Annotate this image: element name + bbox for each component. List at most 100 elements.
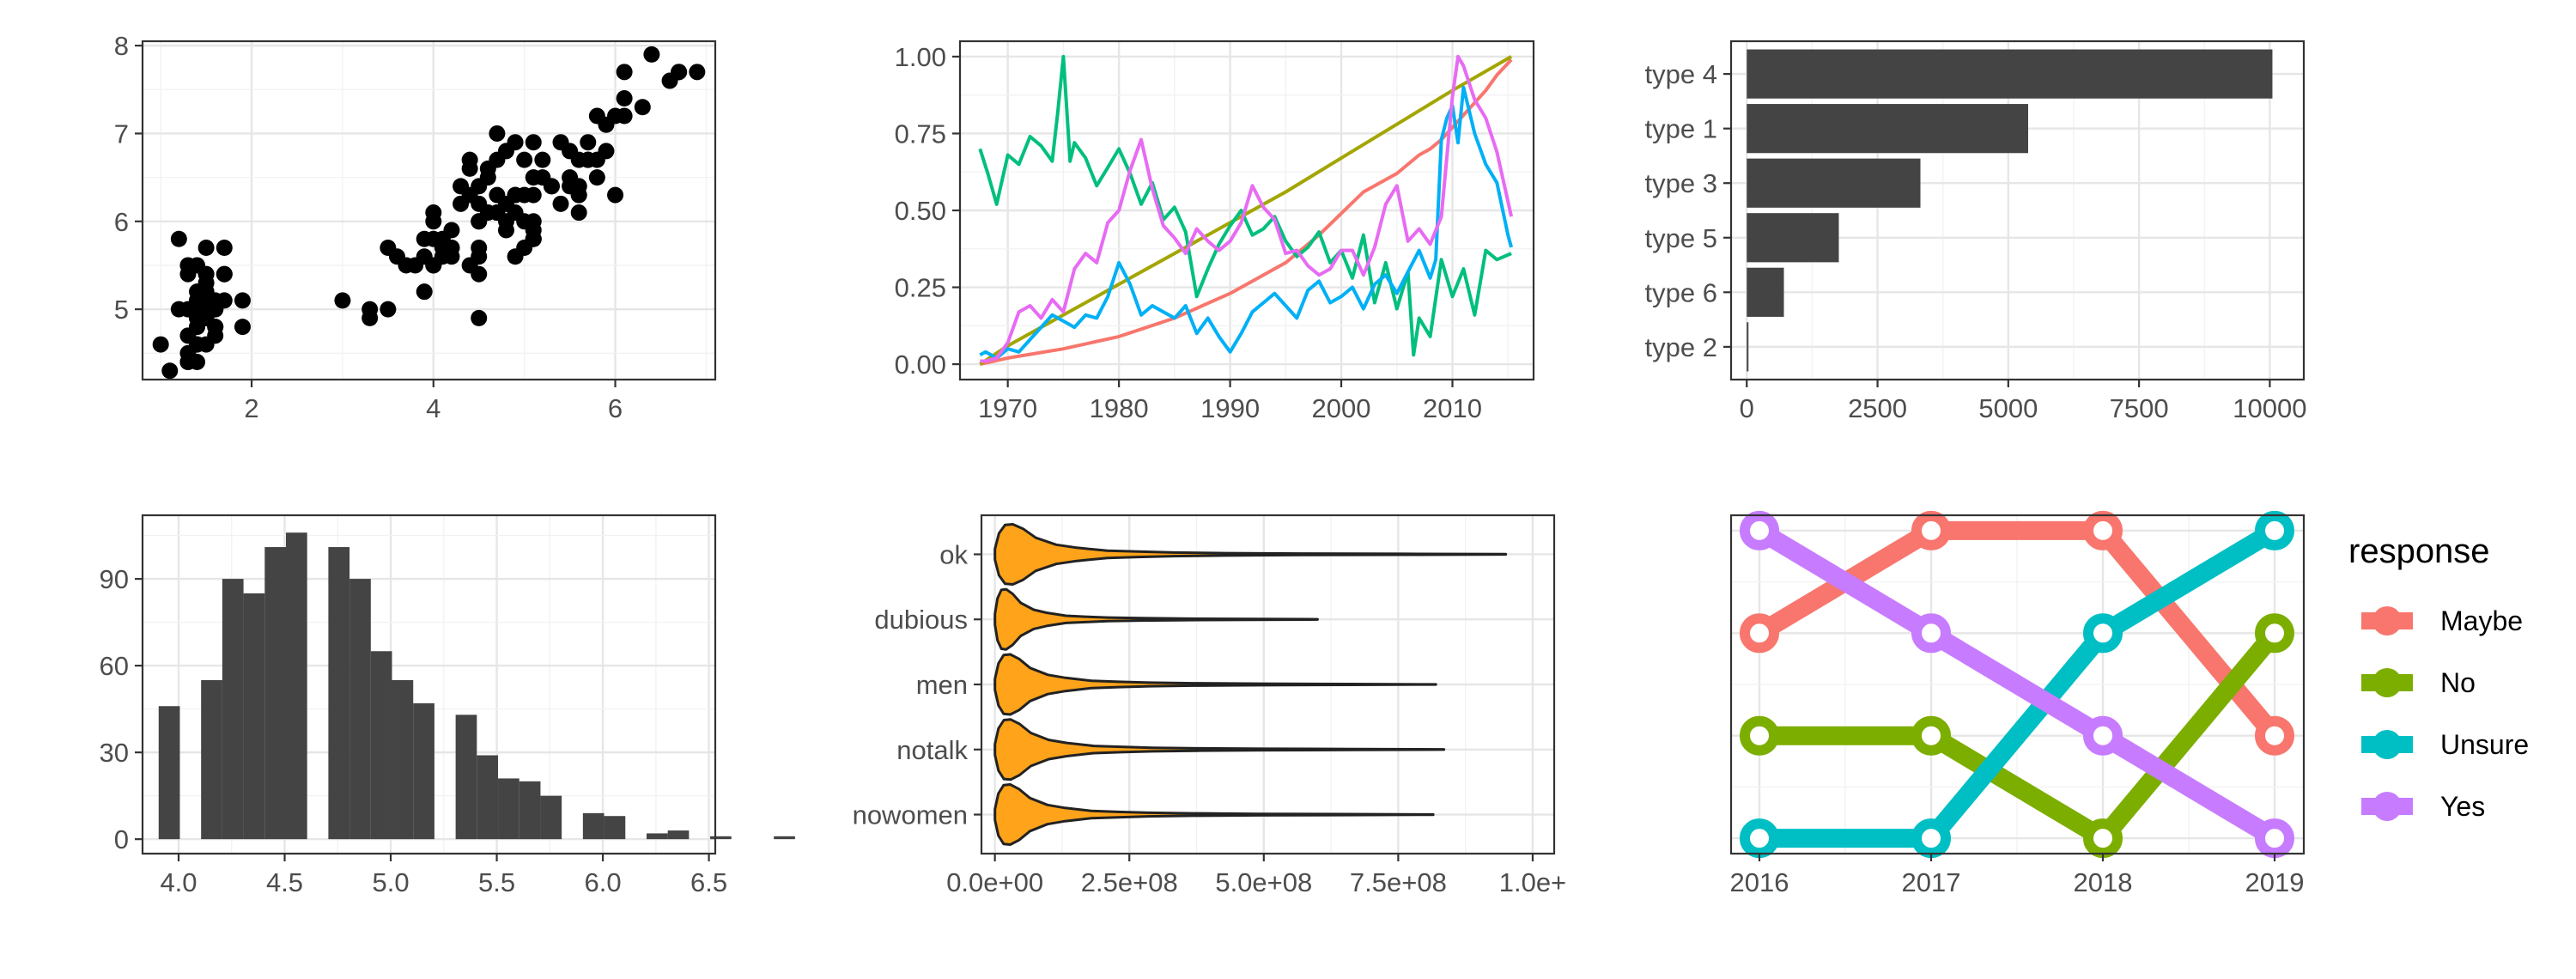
- bar: [1747, 104, 2028, 154]
- legend: response Maybe No Unsure Yes: [2348, 532, 2529, 822]
- x-tick-label: 2019: [2245, 867, 2305, 897]
- bump-point-no: [1740, 715, 1779, 756]
- scatter-point: [461, 160, 478, 177]
- scatter-point: [189, 301, 206, 318]
- legend-label: Maybe: [2440, 605, 2523, 636]
- scatter-point: [689, 64, 706, 81]
- bump-line-no: [1759, 627, 2282, 848]
- histogram-bar: [477, 755, 499, 840]
- scatter-point: [425, 204, 442, 222]
- bump-chart-panel: 2016 2017 2018 2019: [1730, 510, 2306, 897]
- x-tick-label: 2500: [1848, 393, 1907, 423]
- scatter-panel: 2 4 6 5 6 7 8: [114, 31, 717, 423]
- bump-point-unsure: [1740, 818, 1779, 859]
- x-tick-label: 2: [244, 393, 258, 423]
- bump-point-unsure: [2255, 510, 2294, 550]
- scatter-point: [570, 204, 587, 222]
- x-tick-label: 1970: [978, 393, 1037, 423]
- histogram-bar: [392, 679, 414, 840]
- violin-notalk: [993, 718, 1446, 781]
- category-label: nowomen: [853, 800, 968, 830]
- bump-point-yes: [1911, 613, 1951, 654]
- x-tick-label: 5000: [1978, 393, 2038, 423]
- x-tick-label: 2.5e+08: [1081, 867, 1178, 897]
- bump-point-yes: [1740, 510, 1779, 550]
- scatter-point: [552, 195, 569, 212]
- panel-border: [141, 514, 717, 855]
- histogram-bar: [646, 833, 668, 840]
- x-tick-label: 0: [1740, 393, 1754, 423]
- x-tick-label: 6.0: [585, 867, 622, 897]
- scatter-point: [534, 151, 551, 168]
- legend-key-point: [2372, 792, 2402, 821]
- x-tick-label: 2010: [1423, 393, 1482, 423]
- legend-label: Yes: [2440, 791, 2485, 822]
- scatter-point: [380, 301, 397, 318]
- y-tick-label: 6: [114, 207, 129, 237]
- histogram-bar: [582, 812, 605, 840]
- y-tick-label: 8: [114, 31, 129, 61]
- y-tick-label: 0.75: [895, 119, 946, 149]
- histogram-bar: [243, 593, 265, 840]
- scatter-point: [580, 151, 597, 168]
- bump-point-maybe: [2255, 715, 2294, 756]
- scatter-point: [497, 213, 514, 230]
- bump-point-no: [1911, 715, 1951, 756]
- y-tick-label: 0: [114, 824, 129, 854]
- scatter-point: [361, 301, 379, 318]
- scatter-point: [416, 283, 433, 301]
- scatter-point: [516, 151, 533, 168]
- histogram-bar: [498, 778, 519, 840]
- histogram-bar: [370, 651, 392, 840]
- horizontal-bar-panel: type 4 type 1 type 3 type 5 type 6 type 2 0 250…: [1645, 40, 2307, 423]
- scatter-point: [197, 239, 215, 256]
- histogram-bar: [201, 679, 222, 840]
- x-tick-label: 6: [608, 393, 623, 423]
- histogram-bar: [519, 781, 541, 840]
- histogram-bar: [604, 816, 626, 840]
- scatter-point: [562, 178, 579, 195]
- scatter-point: [216, 265, 233, 283]
- histogram-bar: [264, 547, 286, 840]
- violin-panel: ok dubious men notalk nowomen 0.0e+00 2.5e+08 5…: [853, 514, 1566, 897]
- bump-line-yes: [1754, 522, 2280, 847]
- scatter-point: [598, 143, 615, 160]
- bar: [1747, 322, 1749, 372]
- legend-key-point: [2372, 668, 2402, 697]
- x-tick-label: 2000: [1312, 393, 1371, 423]
- legend-key-point: [2372, 730, 2402, 759]
- scatter-point: [234, 319, 251, 336]
- x-tick-label: 6.5: [690, 867, 727, 897]
- violin-ok: [993, 523, 1508, 586]
- scatter-point: [671, 64, 688, 81]
- histogram-bar: [540, 795, 562, 840]
- bar: [1747, 158, 1921, 208]
- panel-border: [1729, 40, 2306, 381]
- scatter-point: [179, 354, 197, 371]
- violin-men: [993, 653, 1437, 716]
- scatter-point: [616, 64, 633, 81]
- series-line-1: [979, 58, 1513, 367]
- scatter-point: [453, 195, 470, 212]
- legend-label: Unsure: [2440, 729, 2529, 760]
- scatter-point: [471, 309, 488, 326]
- scatter-point: [152, 336, 169, 353]
- legend-title: response: [2348, 532, 2490, 570]
- scatter-point: [434, 239, 451, 256]
- bar: [1747, 49, 2273, 99]
- scatter-point: [552, 134, 569, 151]
- x-tick-label: 5.5: [478, 867, 515, 897]
- x-tick-label: 5.0e+08: [1215, 867, 1312, 897]
- histogram-bar: [222, 579, 244, 840]
- panel-border: [141, 40, 717, 381]
- bump-point-unsure: [1911, 818, 1951, 859]
- category-label: type 2: [1645, 332, 1717, 362]
- x-tick-label: 0.0e+00: [946, 867, 1043, 897]
- x-tick-label: 2017: [1902, 867, 1961, 897]
- scatter-point: [334, 292, 351, 309]
- category-label: notalk: [896, 735, 968, 765]
- bump-line-unsure: [1759, 522, 2280, 848]
- scatter-point: [607, 107, 624, 125]
- y-tick-label: 0.00: [895, 350, 946, 380]
- bump-point-maybe: [1911, 510, 1951, 550]
